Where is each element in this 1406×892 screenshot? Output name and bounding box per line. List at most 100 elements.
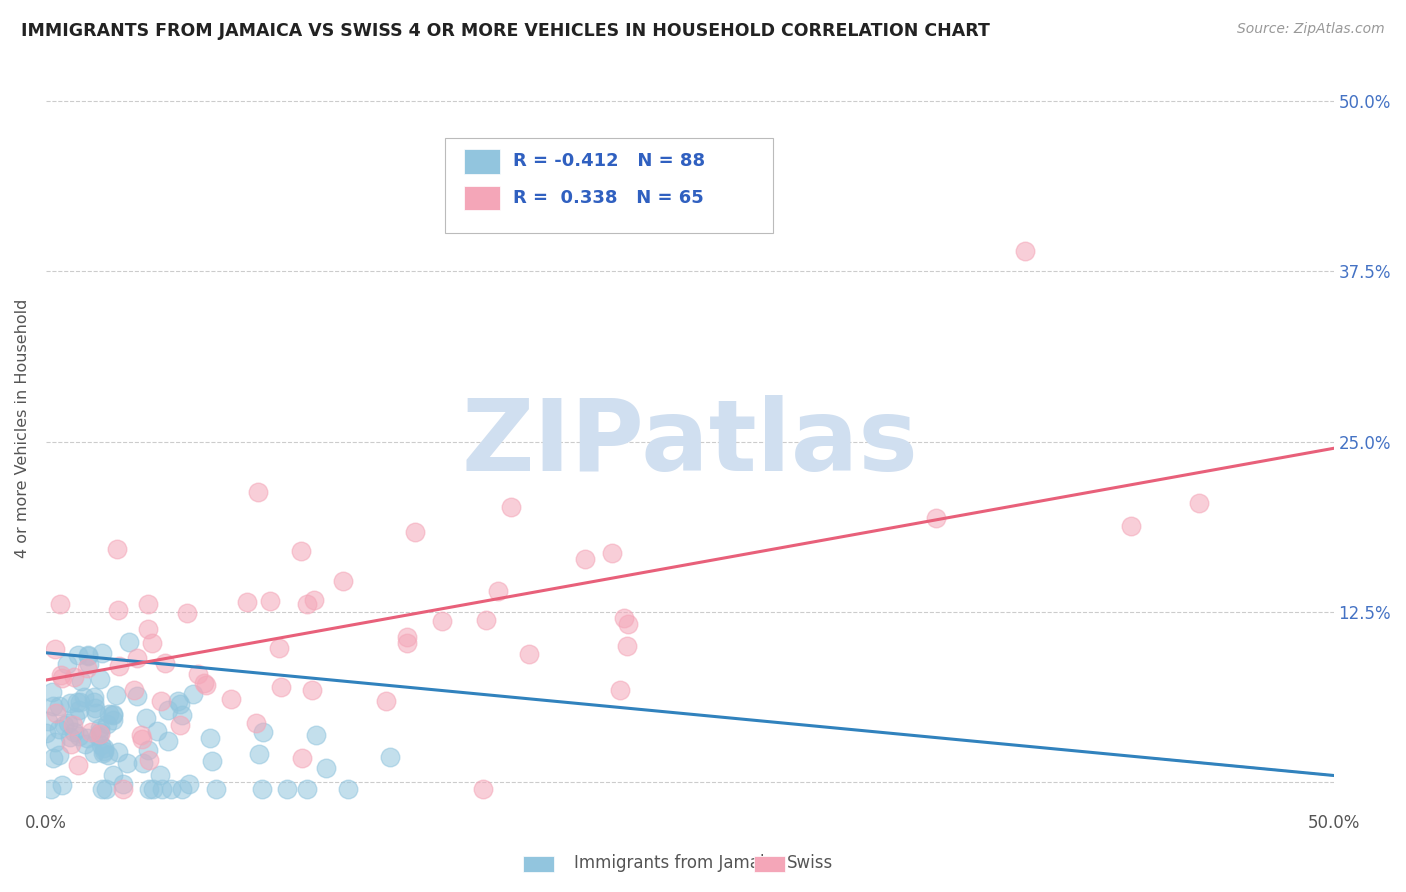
Point	[186, 667, 208, 681]
Point	[472, 782, 495, 797]
Point	[600, 546, 623, 560]
Point	[77, 649, 100, 664]
Point	[155, 656, 177, 670]
Point	[83, 746, 105, 760]
Point	[67, 648, 90, 662]
Point	[160, 782, 183, 797]
Point	[167, 693, 190, 707]
Text: R =  0.338   N = 65: R = 0.338 N = 65	[513, 189, 704, 207]
Point	[63, 725, 86, 739]
Point	[149, 768, 172, 782]
Point	[259, 593, 281, 607]
Point	[89, 725, 111, 739]
Point	[305, 727, 328, 741]
Point	[150, 782, 173, 797]
Point	[76, 731, 98, 746]
Point	[125, 690, 148, 704]
Point	[37, 714, 59, 729]
Point	[76, 661, 98, 675]
Point	[45, 706, 67, 721]
Point	[115, 756, 138, 770]
Point	[337, 782, 360, 797]
Point	[170, 782, 193, 797]
Point	[48, 747, 70, 762]
Point	[77, 657, 100, 672]
Point	[105, 542, 128, 557]
Point	[270, 680, 292, 694]
Point	[84, 706, 107, 721]
Point	[70, 673, 93, 688]
Point	[1014, 244, 1036, 258]
Point	[87, 730, 110, 744]
Point	[136, 623, 159, 637]
Point	[39, 782, 62, 797]
Point	[157, 734, 180, 748]
Point	[201, 755, 224, 769]
Point	[107, 602, 129, 616]
Point	[76, 648, 98, 662]
Point	[49, 597, 72, 611]
Point	[66, 758, 89, 772]
Point	[172, 707, 194, 722]
Y-axis label: 4 or more Vehicles in Household: 4 or more Vehicles in Household	[15, 298, 30, 558]
Point	[142, 782, 165, 797]
Point	[55, 657, 77, 672]
Point	[432, 614, 454, 628]
Point	[48, 698, 70, 713]
Point	[138, 782, 160, 797]
Point	[104, 688, 127, 702]
Point	[574, 552, 596, 566]
Point	[75, 737, 97, 751]
Point	[301, 682, 323, 697]
Text: Immigrants from Jamaica: Immigrants from Jamaica	[574, 855, 783, 872]
Text: Swiss: Swiss	[787, 855, 834, 872]
Point	[474, 613, 496, 627]
Point	[169, 718, 191, 732]
Point	[93, 744, 115, 758]
Point	[245, 715, 267, 730]
Point	[517, 648, 540, 662]
Point	[101, 708, 124, 723]
Point	[332, 574, 354, 588]
Text: R = -0.412   N = 88: R = -0.412 N = 88	[513, 153, 706, 170]
Text: ZIPatlas: ZIPatlas	[461, 394, 918, 491]
Text: IMMIGRANTS FROM JAMAICA VS SWISS 4 OR MORE VEHICLES IN HOUSEHOLD CORRELATION CHA: IMMIGRANTS FROM JAMAICA VS SWISS 4 OR MO…	[21, 22, 990, 40]
Point	[129, 728, 152, 742]
Point	[395, 636, 418, 650]
Point	[42, 699, 65, 714]
Point	[609, 683, 631, 698]
Point	[138, 753, 160, 767]
Point	[69, 695, 91, 709]
Point	[51, 778, 73, 792]
Point	[83, 690, 105, 704]
Point	[176, 607, 198, 621]
Point	[101, 707, 124, 722]
Point	[41, 685, 63, 699]
Point	[59, 737, 82, 751]
Point	[150, 693, 173, 707]
Point	[616, 639, 638, 653]
Point	[111, 782, 134, 797]
Point	[131, 756, 153, 771]
Point	[90, 738, 112, 752]
Point	[97, 706, 120, 721]
Point	[83, 695, 105, 709]
Point	[111, 777, 134, 791]
Point	[297, 782, 319, 797]
Point	[315, 761, 337, 775]
Point	[108, 659, 131, 673]
Point	[252, 725, 274, 739]
Point	[291, 751, 314, 765]
Point	[63, 709, 86, 723]
Point	[205, 782, 228, 797]
FancyBboxPatch shape	[464, 186, 501, 211]
Point	[198, 731, 221, 745]
Point	[122, 682, 145, 697]
Point	[374, 694, 396, 708]
Text: Source: ZipAtlas.com: Source: ZipAtlas.com	[1237, 22, 1385, 37]
Point	[156, 703, 179, 717]
Point	[181, 686, 204, 700]
Point	[90, 646, 112, 660]
Point	[194, 678, 217, 692]
Point	[179, 777, 201, 791]
